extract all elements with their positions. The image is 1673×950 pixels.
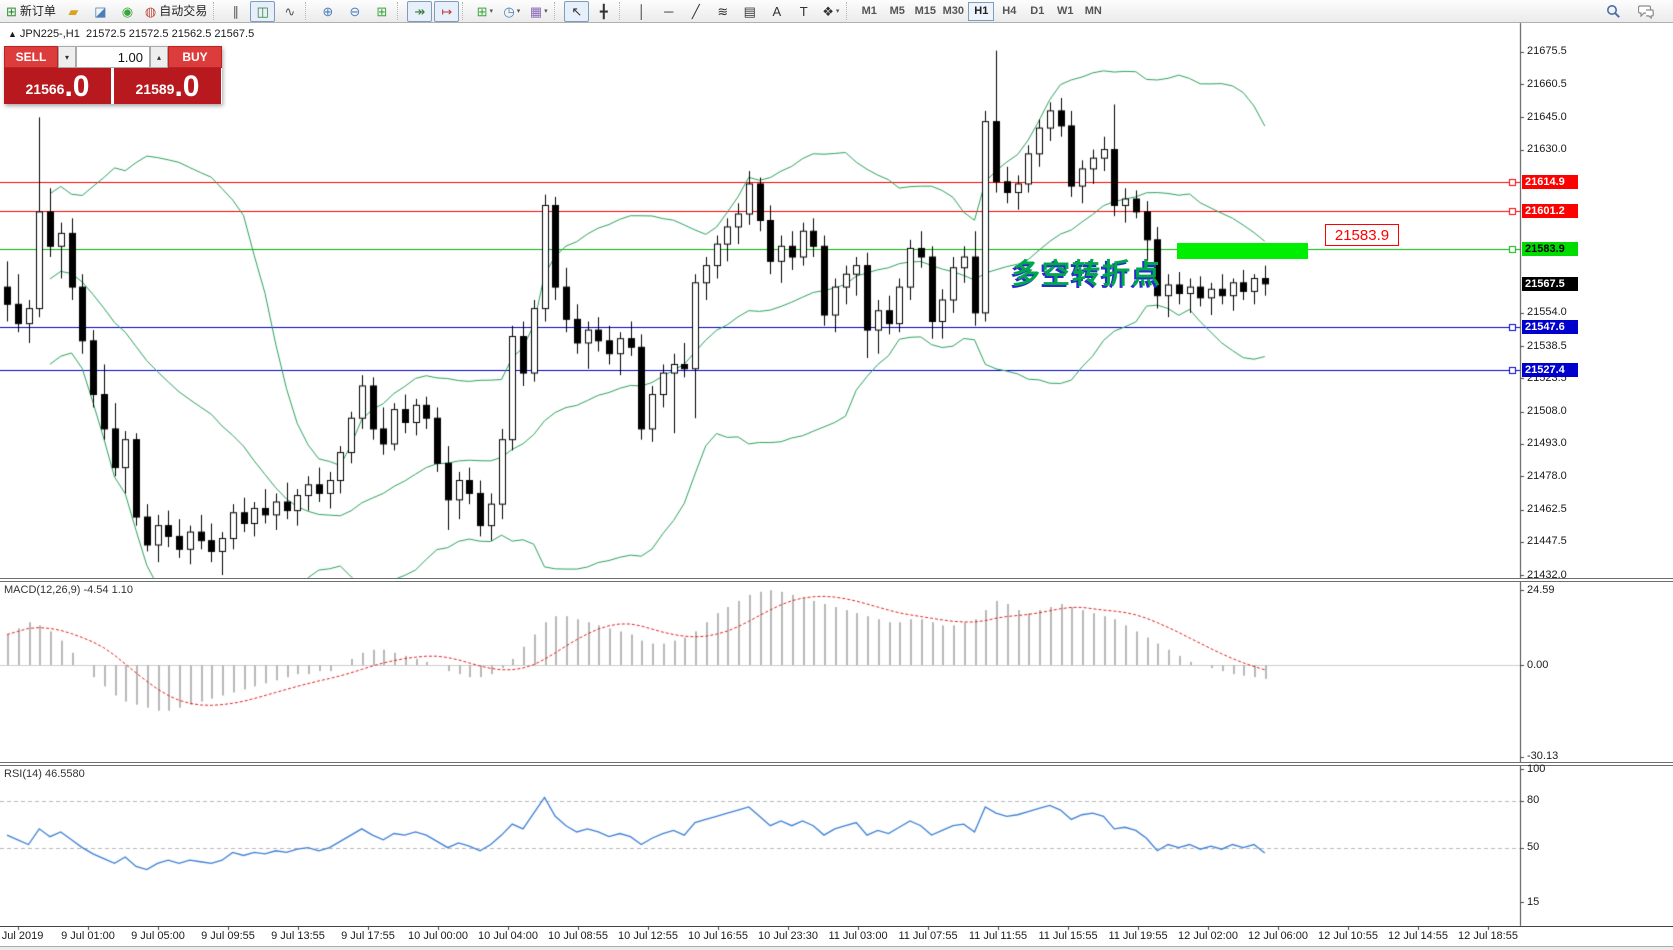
time-axis-label: 12 Jul 10:55	[1318, 930, 1378, 942]
time-axis-label: 9 Jul 2019	[0, 930, 44, 942]
price-line-axis-badge: 21527.4	[1522, 363, 1578, 378]
time-axis-label: 9 Jul 09:55	[201, 930, 255, 942]
price-line-axis-badge: 21601.2	[1522, 204, 1578, 219]
buy-price-button[interactable]: 21589.0	[114, 68, 221, 104]
rsi-axis-tick-label: 15	[1527, 895, 1540, 908]
price-line-axis-badge: 21614.9	[1522, 175, 1578, 190]
time-axis-label: 12 Jul 14:55	[1388, 930, 1448, 942]
macd-indicator-label: MACD(12,26,9) -4.54 1.10	[4, 584, 134, 596]
buy-button[interactable]: BUY	[168, 46, 222, 68]
bid-price-axis-badge: 21567.5	[1522, 276, 1578, 291]
rsi-axis-tick-label: 50	[1527, 841, 1540, 854]
ohlc-values: 21572.5 21572.5 21562.5 21567.5	[85, 28, 255, 40]
time-axis-border	[0, 926, 1673, 927]
time-axis-label: 11 Jul 07:55	[898, 930, 958, 942]
price-axis-tick-label: 21478.0	[1527, 469, 1567, 482]
rsi-axis-tick-label: 100	[1527, 762, 1546, 775]
price-axis-tick-label: 21660.5	[1527, 77, 1567, 90]
rsi-indicator-label: RSI(14) 46.5580	[4, 768, 85, 780]
price-axis-tick-label: 21675.5	[1527, 45, 1567, 58]
time-axis-label: 11 Jul 03:00	[828, 930, 888, 942]
collapse-panel-icon[interactable]: ▲	[8, 29, 17, 39]
volume-decrement-button[interactable]: ▾	[58, 46, 76, 68]
rsi-axis-tick-label: 80	[1527, 794, 1540, 807]
time-axis-label: 9 Jul 01:00	[61, 930, 115, 942]
time-axis-label: 12 Jul 06:00	[1248, 930, 1308, 942]
turning-point-text-object[interactable]: 多空转折点	[1012, 258, 1163, 289]
time-axis-label: 12 Jul 18:55	[1458, 930, 1518, 942]
macd-pane-splitter[interactable]	[0, 578, 1673, 582]
buy-price-main: 21589	[135, 81, 175, 97]
time-axis-label: 10 Jul 16:55	[688, 930, 748, 942]
time-axis-label: 12 Jul 02:00	[1178, 930, 1238, 942]
price-axis-tick-label: 21508.0	[1527, 405, 1567, 418]
price-axis-tick-label: 21432.0	[1527, 568, 1567, 581]
macd-axis-tick-label: 24.59	[1527, 583, 1555, 596]
price-axis-tick-label: 21538.5	[1527, 339, 1567, 352]
time-axis-label: 9 Jul 05:00	[131, 930, 185, 942]
chart-title: ▲ JPN225-,H1 21572.5 21572.5 21562.5 2156…	[8, 28, 254, 40]
price-line-axis-badge: 21583.9	[1522, 241, 1578, 256]
time-axis-label: 10 Jul 00:00	[408, 930, 468, 942]
price-axis-tick-label: 21447.5	[1527, 535, 1567, 548]
time-axis-label: 11 Jul 15:55	[1038, 930, 1098, 942]
time-axis-label: 10 Jul 23:30	[758, 930, 818, 942]
price-line-axis-badge: 21547.6	[1522, 319, 1578, 334]
volume-input[interactable]: 1.00	[76, 46, 150, 68]
time-axis-label: 9 Jul 17:55	[341, 930, 395, 942]
time-axis-label: 11 Jul 11:55	[968, 930, 1028, 942]
price-axis-tick-label: 21493.0	[1527, 437, 1567, 450]
buy-price-pips: .0	[174, 70, 200, 103]
price-axis-tick-label: 21554.0	[1527, 306, 1567, 319]
sell-price-button[interactable]: 21566.0	[4, 68, 111, 104]
macd-axis-tick-label: -30.13	[1527, 750, 1559, 763]
macd-axis-tick-label: 0.00	[1527, 658, 1549, 671]
one-click-trading-panel: SELL ▾ 1.00 ▴ BUY 21566.0 21589.0	[4, 46, 222, 104]
time-axis-label: 9 Jul 13:55	[271, 930, 325, 942]
sell-button[interactable]: SELL	[4, 46, 58, 68]
rsi-pane-splitter[interactable]	[0, 762, 1673, 766]
turning-point-rectangle-object[interactable]	[1177, 243, 1308, 259]
time-axis-label: 10 Jul 04:00	[478, 930, 538, 942]
volume-increment-button[interactable]: ▴	[150, 46, 168, 68]
symbol-period-label: JPN225-,H1	[19, 28, 80, 40]
price-axis-tick-label: 21645.0	[1527, 110, 1567, 123]
price-axis-tick-label: 21462.5	[1527, 503, 1567, 516]
time-axis-label: 10 Jul 12:55	[618, 930, 678, 942]
time-axis-label: 10 Jul 08:55	[548, 930, 608, 942]
price-axis-tick-label: 21630.0	[1527, 143, 1567, 156]
time-axis-label: 11 Jul 19:55	[1108, 930, 1168, 942]
sell-price-pips: .0	[64, 70, 90, 103]
price-callout-label[interactable]: 21583.9	[1325, 224, 1399, 246]
sell-price-main: 21566	[25, 81, 65, 97]
